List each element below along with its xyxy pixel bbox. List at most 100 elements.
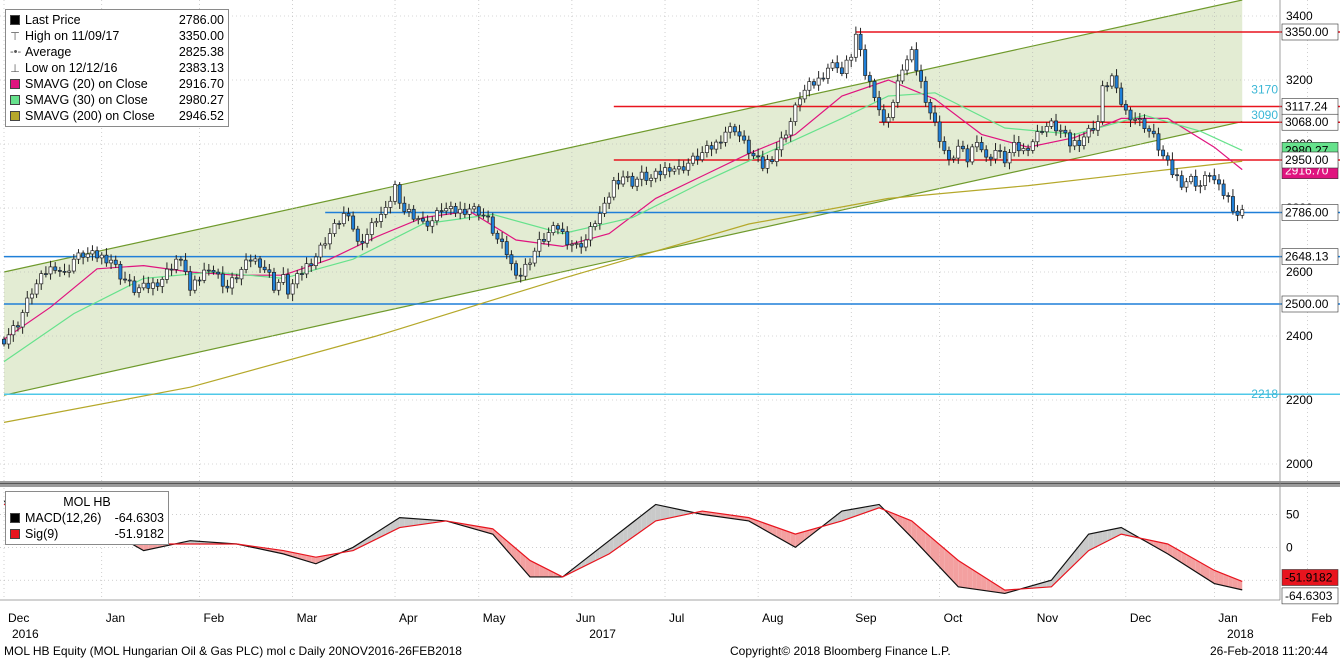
candle-body <box>723 131 728 143</box>
candle-body <box>1077 140 1082 146</box>
month-label: Mar <box>297 611 318 625</box>
macd-histogram-fill <box>855 507 861 516</box>
candle-body <box>346 213 351 217</box>
legend-value: 2825.38 <box>178 45 224 59</box>
candle-body <box>393 184 397 202</box>
macd-histogram-fill <box>897 515 903 528</box>
candle-body <box>849 56 854 61</box>
candle-body <box>244 259 249 270</box>
candle-body <box>211 270 216 273</box>
month-label: Apr <box>399 611 418 625</box>
candle-body <box>760 156 765 169</box>
candle-body <box>1240 209 1245 216</box>
candle-body <box>1151 130 1156 135</box>
candle-body <box>132 280 137 293</box>
macd-histogram-fill <box>674 508 679 517</box>
macd-histogram-fill <box>525 556 531 577</box>
candle-body <box>1147 128 1152 132</box>
macd-histogram-fill <box>953 556 959 587</box>
macd-histogram-fill <box>1191 557 1196 572</box>
candle-body <box>532 250 537 264</box>
candle-body <box>2 338 6 345</box>
candle-body <box>1142 118 1147 129</box>
candle-body <box>351 215 356 230</box>
legend-value: 2383.13 <box>178 61 224 75</box>
macd-histogram-fill <box>1107 529 1112 542</box>
candle-body <box>178 258 183 261</box>
month-label: Aug <box>762 611 783 625</box>
macd-histogram-fill <box>930 536 935 563</box>
candle-body <box>695 155 700 161</box>
footer-right: 26-Feb-2018 11:20:44 <box>1210 644 1328 658</box>
candle-body <box>1072 140 1077 147</box>
macd-histogram-fill <box>1102 530 1108 544</box>
macd-histogram-fill <box>627 522 633 541</box>
level-value-badge: 2648.13 <box>1285 250 1329 264</box>
legend-swatch-icon <box>10 111 20 121</box>
macd-histogram-fill <box>613 533 619 551</box>
macd-histogram-fill <box>422 519 428 525</box>
candle-body <box>258 258 262 268</box>
candle-body <box>625 175 630 178</box>
candle-body <box>53 266 58 271</box>
macd-histogram-fill <box>325 554 330 560</box>
candle-body <box>984 149 989 158</box>
candle-body <box>500 238 505 242</box>
legend-value: 2916.70 <box>178 77 224 91</box>
candle-body <box>225 285 230 289</box>
legend-label: SMAVG (20) on Close <box>25 77 148 91</box>
footer-left: MOL HB Equity (MOL Hungarian Oil & Gas P… <box>4 644 462 658</box>
candle-body <box>95 250 100 259</box>
macd-histogram-fill <box>786 530 791 545</box>
candle-body <box>858 33 863 50</box>
candle-body <box>444 208 449 212</box>
candle-body <box>1007 152 1012 164</box>
candle-body <box>1123 103 1128 111</box>
macd-histogram-fill <box>790 532 796 548</box>
candle-body <box>560 228 565 233</box>
macd-histogram-fill <box>962 563 968 589</box>
macd-histogram-fill <box>418 518 423 525</box>
macd-histogram-fill <box>976 572 982 591</box>
legend-label: Average <box>25 45 72 59</box>
candle-body <box>421 218 425 222</box>
candle-body <box>81 252 86 258</box>
candle-body <box>891 102 896 118</box>
candle-body <box>16 325 20 328</box>
candle-body <box>663 167 667 176</box>
candle-body <box>700 152 705 161</box>
candle-body <box>835 62 840 69</box>
candle-body <box>1021 148 1026 152</box>
candle-body <box>48 266 53 275</box>
macd-histogram-fill <box>1209 567 1215 584</box>
candle-body <box>802 89 807 100</box>
macd-histogram-fill <box>1000 587 1005 594</box>
candle-body <box>1226 195 1231 197</box>
candle-body <box>1026 148 1031 151</box>
candle-body <box>76 252 81 260</box>
candle-body <box>914 49 919 72</box>
macd-histogram-fill <box>874 504 880 510</box>
candle-body <box>11 325 16 336</box>
candle-body <box>476 206 481 216</box>
candle-body <box>583 239 588 248</box>
candle-body <box>71 258 76 272</box>
price-tick-label: 2400 <box>1286 329 1313 343</box>
candle-body <box>514 263 519 276</box>
candle-body <box>1207 175 1212 177</box>
macd-histogram-fill <box>534 562 540 577</box>
candle-body <box>793 104 798 122</box>
candle-body <box>481 214 486 217</box>
macd-histogram-fill <box>809 528 814 537</box>
macd-histogram-fill <box>1121 527 1126 536</box>
channel-lower-line <box>3 121 1243 396</box>
macd-histogram-fill <box>911 520 917 543</box>
macd-histogram-fill <box>921 528 926 553</box>
macd-histogram-fill <box>530 560 535 577</box>
candle-body <box>1133 119 1138 121</box>
candle-body <box>99 254 104 259</box>
price-legend-row: SMAVG (30) on Close 2980.27 <box>6 92 228 108</box>
macd-histogram-fill <box>311 556 316 564</box>
legend-value: -64.6303 <box>114 511 164 525</box>
